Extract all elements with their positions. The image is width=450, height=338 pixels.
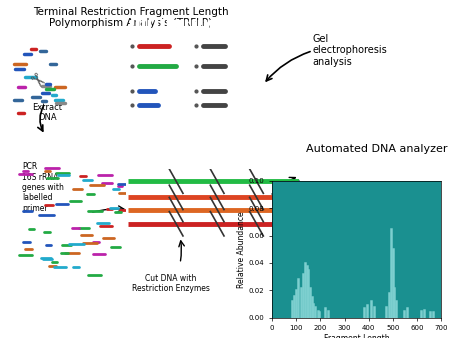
Text: PCR
16S rRNA
genes with
labelled
primer: PCR 16S rRNA genes with labelled primer [22, 162, 64, 213]
Text: Cut DNA with
Restriction Enzymes: Cut DNA with Restriction Enzymes [132, 274, 210, 293]
Text: Automated DNA analyzer: Automated DNA analyzer [306, 144, 447, 154]
Text: Gel
electrophoresis
analysis: Gel electrophoresis analysis [313, 34, 387, 67]
Y-axis label: Relative Abundance: Relative Abundance [237, 211, 246, 288]
X-axis label: Fragment Length: Fragment Length [324, 334, 389, 338]
Text: ✂: ✂ [23, 69, 49, 94]
Text: Extract
DNA: Extract DNA [32, 103, 62, 122]
Text: Terminal Restriction Fragment Length
Polymorphism Analysis (TRFLP): Terminal Restriction Fragment Length Pol… [33, 7, 228, 28]
